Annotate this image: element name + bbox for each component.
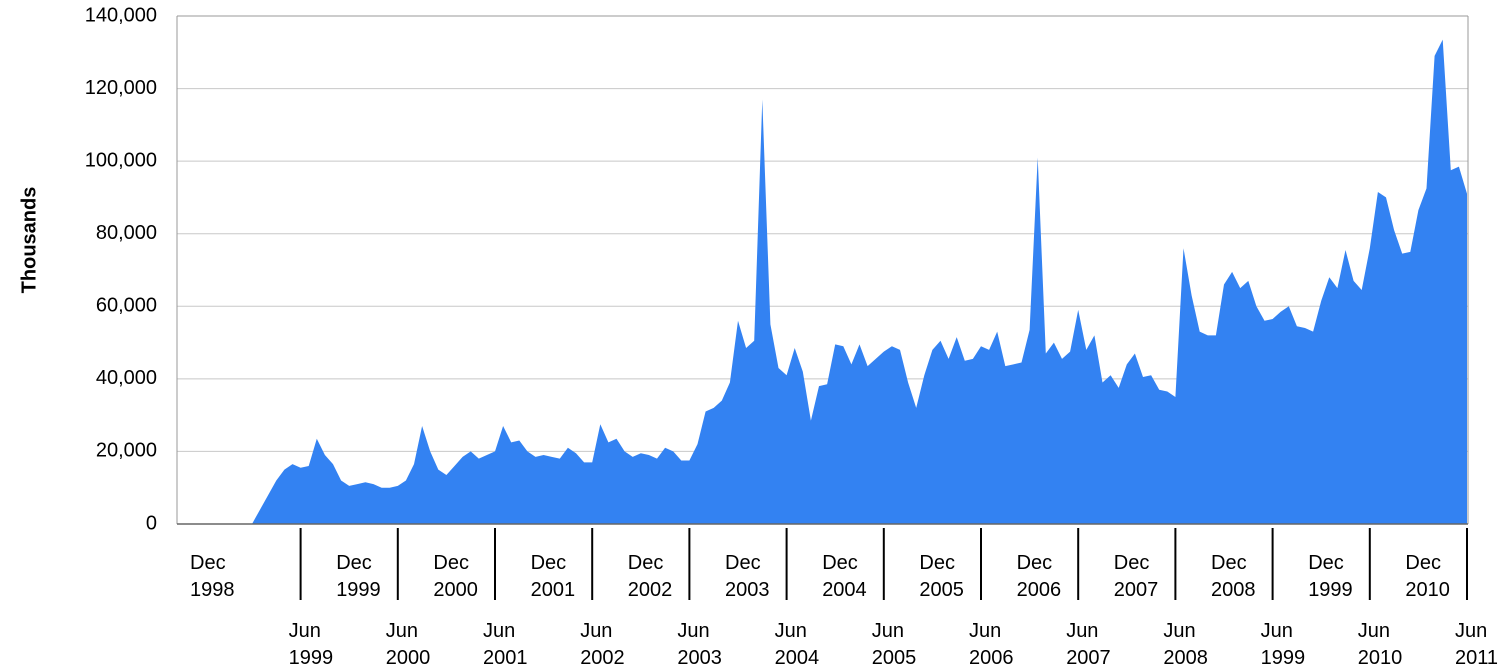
x-tick-month: Jun — [580, 620, 612, 642]
x-group-year: 2005 — [919, 579, 964, 601]
x-tick-year: 2005 — [872, 647, 917, 667]
x-group-year: 2001 — [531, 579, 576, 601]
x-group-month: Dec — [1308, 552, 1344, 574]
x-group-year: 1999 — [1308, 579, 1353, 601]
x-group-month: Dec — [919, 552, 955, 574]
y-tick-label: 120,000 — [85, 77, 157, 99]
x-tick-year: 2002 — [580, 647, 625, 667]
y-tick-label: 60,000 — [96, 295, 157, 317]
y-tick-label: 100,000 — [85, 149, 157, 171]
x-group-year: 2008 — [1211, 579, 1256, 601]
x-group-year: 1998 — [190, 579, 235, 601]
x-tick-month: Jun — [969, 620, 1001, 642]
x-group-month: Dec — [531, 552, 567, 574]
x-group-year: 2000 — [433, 579, 478, 601]
x-group-year: 2004 — [822, 579, 867, 601]
x-group-month: Dec — [433, 552, 469, 574]
y-tick-label: 80,000 — [96, 222, 157, 244]
x-group-month: Dec — [725, 552, 761, 574]
x-group-month: Dec — [1211, 552, 1247, 574]
y-tick-label: 140,000 — [85, 4, 157, 26]
x-group-year: 2006 — [1017, 579, 1062, 601]
x-group-year: 2010 — [1405, 579, 1450, 601]
area — [252, 39, 1467, 524]
x-group-year: 2007 — [1114, 579, 1159, 601]
x-tick-year: 2011 — [1455, 647, 1498, 667]
x-tick-year: 2007 — [1066, 647, 1111, 667]
x-group-year: 1999 — [336, 579, 381, 601]
x-group-year: 2002 — [628, 579, 673, 601]
x-tick-year: 1999 — [289, 647, 334, 667]
x-tick-year: 2010 — [1358, 647, 1403, 667]
x-tick-year: 2006 — [969, 647, 1014, 667]
x-group-month: Dec — [1017, 552, 1053, 574]
x-tick-month: Jun — [1163, 620, 1195, 642]
x-tick-month: Jun — [677, 620, 709, 642]
y-tick-label: 0 — [146, 512, 157, 534]
x-tick-year: 2003 — [677, 647, 722, 667]
x-tick-year: 2008 — [1163, 647, 1208, 667]
x-group-month: Dec — [336, 552, 372, 574]
x-tick-year: 2001 — [483, 647, 528, 667]
x-tick-month: Jun — [775, 620, 807, 642]
x-tick-month: Jun — [1455, 620, 1487, 642]
y-axis-label: Thousands — [18, 187, 40, 294]
x-group-year: 2003 — [725, 579, 770, 601]
x-tick-month: Jun — [1358, 620, 1390, 642]
x-tick-month: Jun — [386, 620, 418, 642]
x-group-month: Dec — [1114, 552, 1150, 574]
y-tick-label: 20,000 — [96, 440, 157, 462]
x-group-month: Dec — [1405, 552, 1441, 574]
x-group-month: Dec — [190, 552, 226, 574]
x-tick-month: Jun — [483, 620, 515, 642]
x-group-month: Dec — [628, 552, 664, 574]
x-tick-year: 1999 — [1261, 647, 1306, 667]
x-tick-month: Jun — [1261, 620, 1293, 642]
x-tick-month: Jun — [1066, 620, 1098, 642]
x-tick-year: 2000 — [386, 647, 431, 667]
x-group-month: Dec — [822, 552, 858, 574]
y-tick-label: 40,000 — [96, 367, 157, 389]
x-tick-year: 2004 — [775, 647, 820, 667]
x-tick-month: Jun — [289, 620, 321, 642]
x-tick-month: Jun — [872, 620, 904, 642]
